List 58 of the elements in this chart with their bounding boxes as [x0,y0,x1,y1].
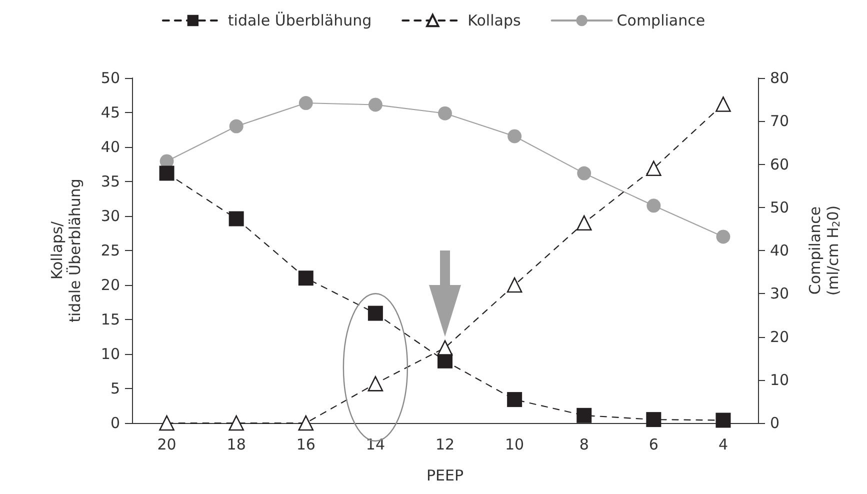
point [716,230,730,244]
point [228,415,244,431]
point [646,198,661,213]
legend-label: Kollaps [468,12,521,30]
point [229,119,244,134]
x-tick-label: 10 [505,436,524,454]
point [646,160,662,176]
point [298,415,314,431]
point [438,106,452,120]
y-tick-label: 5 [110,380,120,398]
y2-tick-label: 80 [770,69,790,87]
point [506,277,522,293]
point [159,415,174,431]
point [716,412,731,428]
legend-label: Compliance [616,12,706,30]
y2-tick-label: 30 [770,284,790,303]
point [508,129,522,144]
point [646,412,662,428]
x-tick-label: 4 [718,436,728,454]
point [576,408,592,423]
y2-tick-label: 60 [770,155,790,174]
y-tick-label: 30 [100,207,120,225]
y2-tick-label: 10 [770,370,790,389]
y-tick-label: 0 [110,414,120,432]
y-tick-label: 10 [100,345,120,363]
y-tick-label: 20 [100,276,120,294]
y-tick-label: 45 [100,104,120,122]
y-tick-label: 40 [100,138,120,156]
point [368,98,382,112]
x-tick-label: 8 [579,436,589,454]
y-tick-label: 15 [100,310,120,328]
point [507,392,522,408]
x-axis-title: PEEP [426,466,464,484]
y2-tick-label: 40 [770,242,790,260]
x-tick-label: 20 [157,436,176,454]
x-tick-label: 16 [296,436,316,454]
point [298,96,313,110]
point [576,215,592,231]
point [368,376,384,392]
y2-tick-label: 70 [770,112,790,130]
x-tick-label: 18 [226,436,246,454]
point [437,340,453,356]
point [368,306,383,321]
x-tick-label: 6 [648,436,658,454]
y2-tick-label: 50 [770,198,790,216]
y-tick-label: 50 [100,69,120,87]
point [716,96,731,112]
point [577,166,592,180]
legend-label: tidale Überblähung [228,12,372,30]
y-tick-label: 35 [100,172,120,190]
y-tick-label: 25 [100,242,120,260]
x-tick-label: 12 [435,436,455,454]
y2-tick-label: 20 [770,328,790,346]
y-axis-title: Kollaps/ tidale Überblähung [48,178,84,322]
y2-tick-label: 0 [770,414,780,432]
point [159,166,174,181]
point [298,270,314,286]
point [228,211,244,226]
